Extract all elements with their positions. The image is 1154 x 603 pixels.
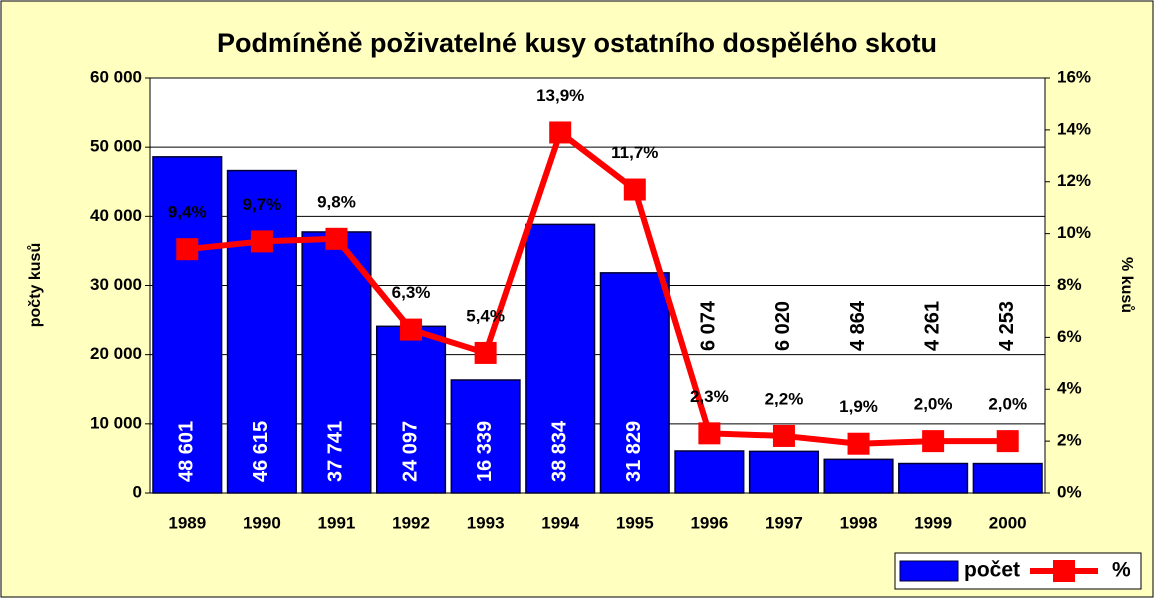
bar (972, 462, 1043, 494)
bar (525, 223, 596, 494)
y-tick-label: 60 000 (90, 67, 142, 86)
line-marker (623, 178, 646, 201)
y-tick-label: 10 000 (90, 413, 142, 432)
line-value-label: 13,9% (536, 86, 584, 105)
bar (674, 450, 745, 494)
x-tick-label: 1997 (765, 513, 803, 532)
line-marker (549, 121, 572, 144)
line-value-label: 2,3% (690, 387, 729, 406)
bar (152, 156, 223, 494)
x-tick-label: 1993 (467, 513, 505, 532)
y2-tick-label: 4% (1057, 379, 1082, 398)
bar-value-label: 4 253 (996, 301, 1018, 351)
y-tick-label: 20 000 (90, 344, 142, 363)
line-value-label: 6,3% (392, 283, 431, 302)
line-marker (772, 424, 795, 447)
y2-tick-label: 10% (1057, 223, 1091, 242)
line-value-label: 2,0% (988, 395, 1027, 414)
x-tick-label: 1996 (690, 513, 728, 532)
line-value-label: 9,7% (243, 195, 282, 214)
labels: 48 601 46 615 37 741 24 097 16 339 38 834 31 8… (168, 86, 1027, 482)
line-marker (325, 227, 348, 250)
legend-swatch (899, 560, 959, 582)
grid: 0 10 000 20 000 30 000 40 000 50 000 60 000 0% 2… (90, 67, 1091, 532)
bar (301, 231, 372, 494)
x-tick-label: 1998 (840, 513, 878, 532)
x-tick-label: 2000 (989, 513, 1027, 532)
chart-title: Podmíněně poživatelné kusy ostatního dos… (217, 28, 937, 58)
line-value-label: 5,4% (466, 306, 505, 325)
bar-value-label: 46 615 (250, 421, 272, 482)
bar (375, 325, 447, 494)
legend-label: počet (964, 559, 1020, 582)
line-marker (996, 430, 1019, 453)
line-marker (474, 341, 497, 364)
line-marker (922, 430, 945, 453)
y2-tick-label: 0% (1057, 482, 1082, 501)
bar-value-label: 6 074 (698, 300, 720, 351)
line-value-label: 9,8% (317, 192, 356, 211)
bar-value-label: 4 261 (921, 301, 943, 351)
line-value-label: 11,7% (611, 143, 658, 162)
y-tick-label: 0 (133, 482, 142, 501)
line (186, 127, 1008, 447)
legend-marker (1053, 560, 1075, 582)
y2-tick-label: 6% (1057, 327, 1082, 346)
bar-value-label: 6 020 (772, 301, 794, 351)
line-marker (698, 422, 721, 445)
x-tick-label: 1992 (392, 513, 430, 532)
y2-tick-label: 12% (1057, 171, 1091, 190)
bar-value-label: 24 097 (399, 421, 421, 482)
x-tick-label: 1989 (168, 513, 206, 532)
bar-value-label: 31 829 (623, 421, 645, 482)
bar (226, 169, 297, 494)
line-layer (176, 121, 1019, 455)
line-marker (176, 238, 199, 261)
legend-label: % (1112, 559, 1131, 582)
y2-tick-label: 14% (1057, 119, 1091, 138)
bars (152, 156, 1043, 494)
bar (599, 272, 670, 494)
x-tick-label: 1991 (318, 513, 356, 532)
line-value-label: 2,2% (765, 389, 804, 408)
line-marker (847, 432, 870, 455)
x-tick-label: 1990 (243, 513, 281, 532)
bar-value-label: 4 864 (847, 300, 869, 351)
y-tick-label: 50 000 (90, 137, 142, 156)
line-marker (400, 318, 423, 341)
y-axis-label: počty kusů (27, 243, 44, 327)
y2-tick-label: 2% (1057, 431, 1082, 450)
line-value-label: 1,9% (839, 397, 878, 416)
y-tick-label: 30 000 (90, 275, 142, 294)
bar (898, 462, 969, 494)
bar (823, 458, 894, 494)
y2-tick-label: 16% (1057, 67, 1091, 86)
bar-value-label: 37 741 (325, 421, 347, 482)
legend-items: počet% (899, 559, 1131, 582)
bar (748, 450, 820, 494)
x-tick-label: 1995 (616, 513, 654, 532)
line-value-label: 2,0% (914, 395, 953, 414)
y2-axis-label: % kusů (1118, 257, 1135, 313)
bar-value-label: 48 601 (176, 421, 198, 482)
y2-tick-label: 8% (1057, 275, 1082, 294)
x-tick-label: 1994 (541, 513, 579, 532)
bar-value-label: 38 834 (548, 420, 570, 482)
bar (450, 379, 521, 494)
line-marker (250, 230, 273, 253)
y-tick-label: 40 000 (90, 206, 142, 225)
bar-value-label: 16 339 (474, 421, 496, 482)
x-tick-label: 1999 (914, 513, 952, 532)
line-value-label: 9,4% (168, 203, 207, 222)
